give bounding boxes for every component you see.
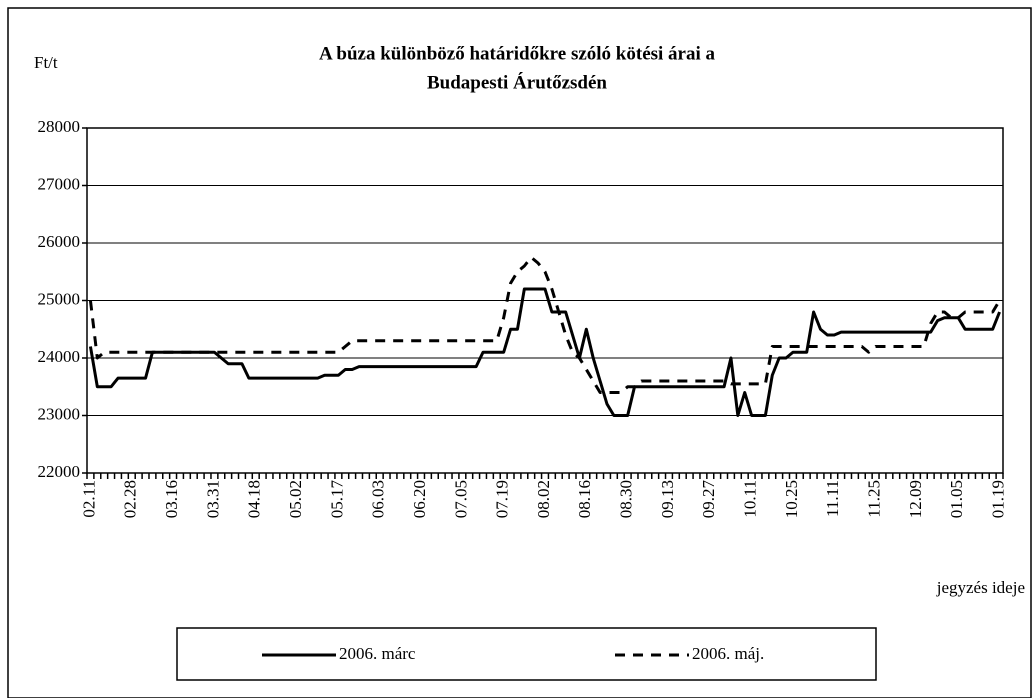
chart-subtitle: Budapesti Árutőzsdén bbox=[427, 71, 607, 93]
x-tick-label: 07.19 bbox=[493, 480, 512, 518]
x-tick-label: 04.18 bbox=[245, 480, 264, 518]
x-tick-label: 11.11 bbox=[823, 480, 842, 517]
x-tick-label: 10.25 bbox=[782, 480, 801, 518]
x-tick-label: 08.16 bbox=[575, 480, 594, 518]
x-tick-label: 02.11 bbox=[79, 480, 98, 518]
y-tick-label: 24000 bbox=[38, 347, 81, 366]
x-tick-label: 09.13 bbox=[658, 480, 677, 518]
x-tick-label: 08.02 bbox=[534, 480, 553, 518]
plot-area bbox=[86, 127, 1004, 474]
x-tick-label: 01.05 bbox=[947, 480, 966, 518]
legend-box bbox=[176, 627, 877, 681]
y-tick-label: 23000 bbox=[38, 404, 81, 423]
x-tick-label: 03.31 bbox=[203, 480, 222, 518]
y-tick-label: 28000 bbox=[38, 117, 81, 136]
y-axis-label: Ft/t bbox=[34, 53, 58, 72]
y-tick-label: 27000 bbox=[38, 174, 81, 193]
y-tick-label: 25000 bbox=[38, 289, 81, 308]
x-tick-label: 12.09 bbox=[906, 480, 925, 518]
x-tick-label: 07.05 bbox=[451, 480, 470, 518]
x-tick-label: 06.20 bbox=[410, 480, 429, 518]
x-tick-label: 05.17 bbox=[327, 480, 346, 519]
series-line bbox=[88, 287, 1001, 417]
legend-label: 2006. máj. bbox=[692, 644, 764, 663]
x-axis-label: jegyzés ideje bbox=[936, 578, 1025, 597]
x-tick-label: 02.28 bbox=[121, 480, 140, 518]
x-tick-label: 10.11 bbox=[741, 480, 760, 518]
x-tick-label: 09.27 bbox=[699, 480, 718, 519]
x-tick-label: 06.03 bbox=[369, 480, 388, 518]
x-tick-label: 01.19 bbox=[988, 480, 1007, 518]
x-tick-label: 03.16 bbox=[162, 480, 181, 518]
y-tick-label: 22000 bbox=[38, 462, 81, 481]
legend-label: 2006. márc bbox=[339, 644, 416, 663]
x-tick-label: 08.30 bbox=[617, 480, 636, 518]
chart-title: A búza különböző határidőkre szóló kötés… bbox=[319, 43, 716, 64]
y-tick-label: 26000 bbox=[38, 232, 81, 251]
x-tick-label: 05.02 bbox=[286, 480, 305, 518]
series-line bbox=[88, 255, 1001, 394]
x-tick-label: 11.25 bbox=[864, 480, 883, 518]
